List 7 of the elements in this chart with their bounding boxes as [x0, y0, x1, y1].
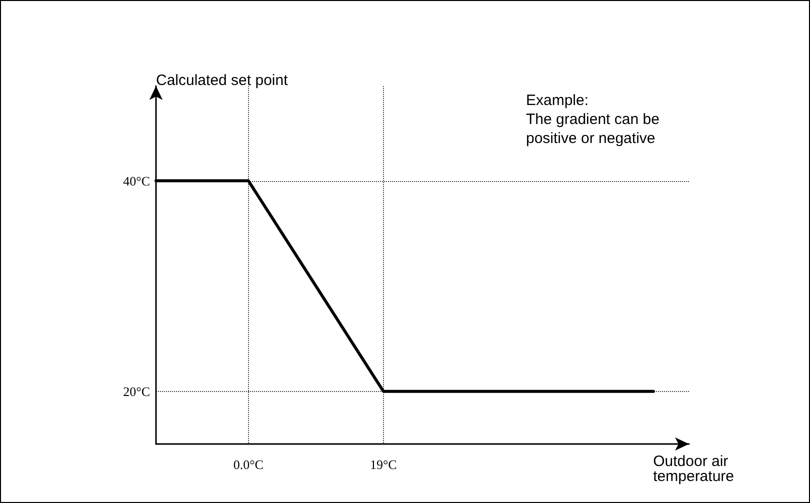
annotation: Example: The gradient can be positive or negative	[526, 92, 660, 147]
y-axis-title: Calculated set point	[156, 72, 289, 89]
x-tick-label: 0.0°C	[233, 457, 264, 472]
y-tick-label: 40°C	[123, 173, 150, 188]
y-tick-label: 20°C	[123, 384, 150, 399]
x-tick-label: 19°C	[370, 457, 397, 472]
x-axis-title: Outdoor air temperature	[653, 453, 734, 485]
